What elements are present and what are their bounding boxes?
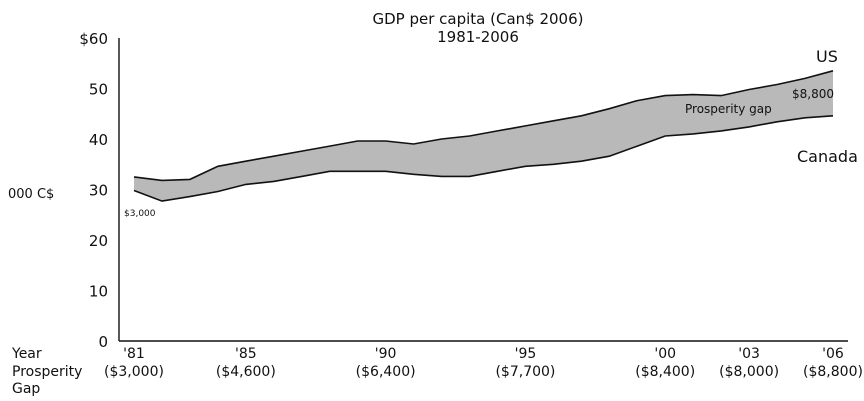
y-tick-label: 30 [89,182,108,200]
prosperity-gap-tick-label: ($8,400) [635,364,695,380]
prosperity-gap-tick-label: ($3,000) [104,364,164,380]
y-tick-label: 40 [89,131,108,149]
y-tick-label: 20 [89,232,108,250]
prosperity-gap-band [134,70,833,202]
prosperity-gap-tick-label: ($7,700) [495,364,555,380]
y-tick-label: 0 [98,333,108,351]
x-tick-label: '06 [822,346,844,362]
x-row-label: Year [11,346,42,362]
x-tick-label: '85 [235,346,257,362]
series-line-canada [133,115,834,202]
x-tick-label: '90 [375,346,397,362]
x-tick-label: '95 [515,346,537,362]
series-line-us [133,70,834,182]
y-axis-label: 000 C$ [8,187,54,202]
end-gap-label: $8,800 [792,87,834,101]
x-axis-ticks: '81 ($3,000) '85 ($4,600) '90 ($6,400) '95 ($7,… [104,346,863,380]
series-label-us: US [816,47,838,66]
gap-row-label-line1: Prosperity [12,364,82,380]
series-label-canada: Canada [797,147,858,166]
y-tick-label: 50 [89,81,108,99]
prosperity-gap-tick-label: ($8,000) [719,364,779,380]
x-tick-label: '03 [738,346,760,362]
chart-subtitle: 1981-2006 [437,28,519,46]
gap-row-label-line2: Gap [12,381,40,397]
start-gap-label: $3,000 [124,209,156,219]
y-axis-ticks: 0 10 20 30 40 50 $60 [79,30,108,351]
prosperity-gap-tick-label: ($4,600) [216,364,276,380]
y-tick-label: $60 [79,30,108,48]
prosperity-gap-tick-label: ($6,400) [356,364,416,380]
y-tick-label: 10 [89,283,108,301]
x-tick-label: '81 [123,346,145,362]
x-tick-label: '00 [654,346,676,362]
band-label: Prosperity gap [685,102,772,116]
prosperity-gap-tick-label: ($8,800) [803,364,863,380]
chart-title: GDP per capita (Can$ 2006) [372,10,583,28]
